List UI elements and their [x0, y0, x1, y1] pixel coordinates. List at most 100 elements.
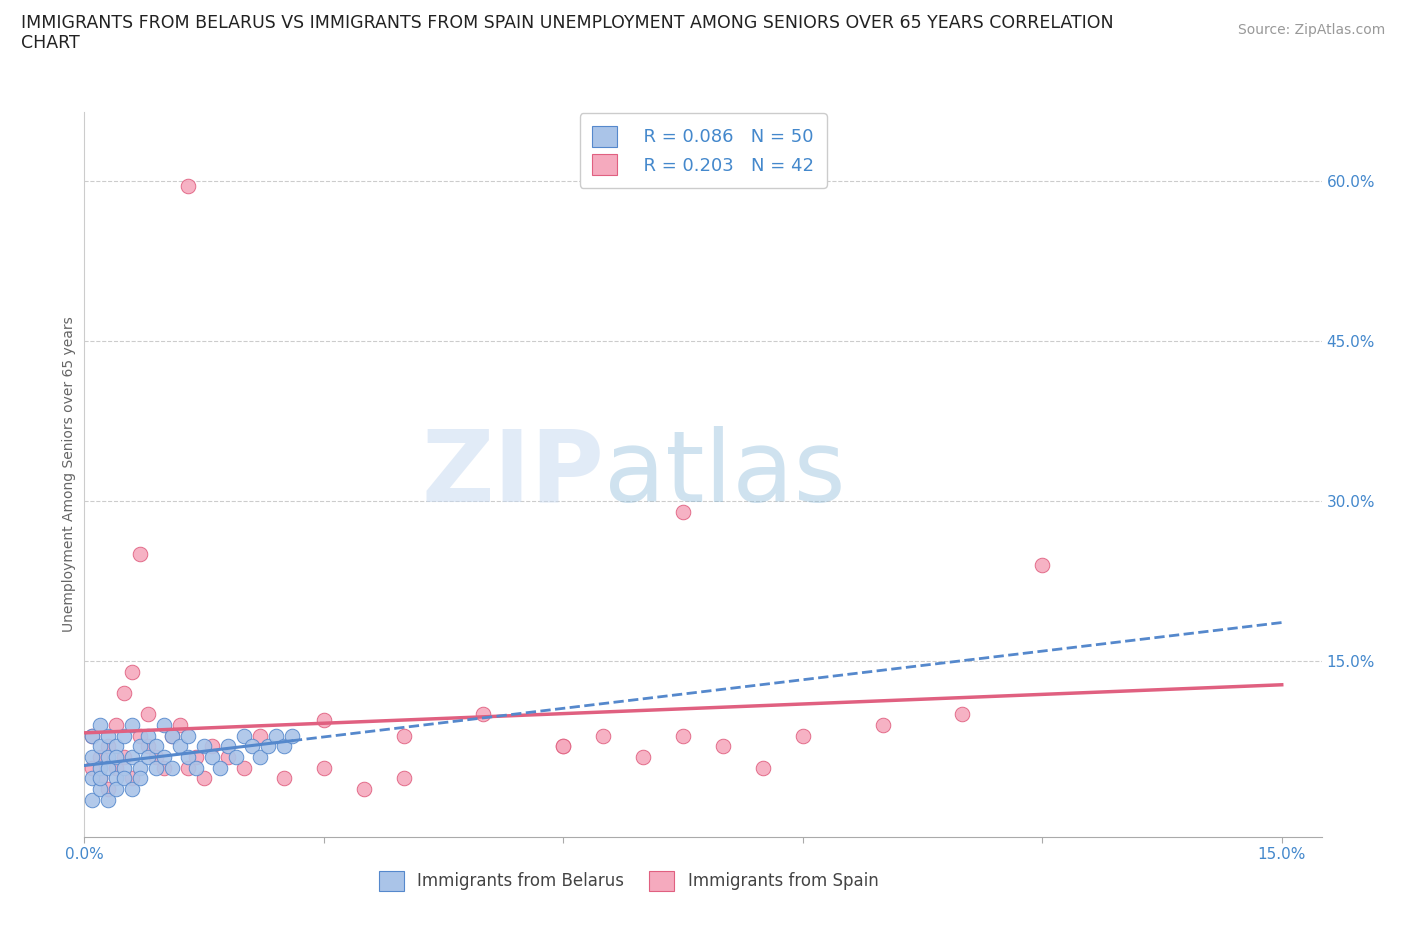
Text: ZIP: ZIP	[422, 426, 605, 523]
Point	[129, 760, 152, 775]
Point	[105, 750, 128, 764]
Point	[82, 728, 104, 743]
Legend: Immigrants from Belarus, Immigrants from Spain: Immigrants from Belarus, Immigrants from…	[373, 864, 886, 897]
Point	[217, 750, 239, 764]
Point	[169, 738, 191, 753]
Point	[121, 781, 143, 796]
Point	[553, 738, 575, 753]
Point	[249, 750, 271, 764]
Point	[273, 771, 295, 786]
Point	[136, 728, 159, 743]
Point	[209, 760, 232, 775]
Point	[82, 728, 104, 743]
Point	[153, 750, 176, 764]
Text: Source: ZipAtlas.com: Source: ZipAtlas.com	[1237, 23, 1385, 37]
Point	[145, 760, 167, 775]
Text: CHART: CHART	[21, 34, 80, 52]
Point	[264, 728, 287, 743]
Point	[792, 728, 814, 743]
Point	[631, 750, 654, 764]
Point	[129, 547, 152, 562]
Point	[472, 707, 495, 722]
Point	[89, 750, 111, 764]
Point	[392, 771, 415, 786]
Point	[97, 760, 120, 775]
Point	[97, 738, 120, 753]
Point	[160, 760, 183, 775]
Point	[160, 728, 183, 743]
Point	[97, 750, 120, 764]
Point	[225, 750, 247, 764]
Point	[121, 718, 143, 733]
Point	[89, 771, 111, 786]
Point	[233, 760, 256, 775]
Point	[82, 760, 104, 775]
Point	[672, 728, 695, 743]
Point	[129, 728, 152, 743]
Point	[257, 738, 280, 753]
Point	[872, 718, 894, 733]
Point	[177, 179, 200, 193]
Point	[169, 718, 191, 733]
Point	[153, 718, 176, 733]
Point	[105, 738, 128, 753]
Point	[353, 781, 375, 796]
Point	[201, 750, 224, 764]
Point	[217, 738, 239, 753]
Point	[82, 771, 104, 786]
Point	[145, 750, 167, 764]
Point	[592, 728, 614, 743]
Point	[105, 781, 128, 796]
Point	[97, 728, 120, 743]
Point	[177, 750, 200, 764]
Text: IMMIGRANTS FROM BELARUS VS IMMIGRANTS FROM SPAIN UNEMPLOYMENT AMONG SENIORS OVER: IMMIGRANTS FROM BELARUS VS IMMIGRANTS FR…	[21, 14, 1114, 32]
Point	[193, 771, 215, 786]
Point	[112, 771, 135, 786]
Point	[136, 750, 159, 764]
Point	[105, 760, 128, 775]
Point	[121, 771, 143, 786]
Point	[112, 685, 135, 700]
Point	[89, 738, 111, 753]
Point	[952, 707, 974, 722]
Point	[711, 738, 734, 753]
Point	[112, 728, 135, 743]
Text: atlas: atlas	[605, 426, 845, 523]
Point	[177, 728, 200, 743]
Point	[553, 738, 575, 753]
Point	[89, 718, 111, 733]
Point	[184, 760, 207, 775]
Point	[97, 792, 120, 807]
Point	[121, 664, 143, 679]
Point	[153, 760, 176, 775]
Point	[97, 781, 120, 796]
Point	[82, 750, 104, 764]
Point	[240, 738, 263, 753]
Point	[129, 738, 152, 753]
Point	[112, 760, 135, 775]
Point	[193, 738, 215, 753]
Point	[233, 728, 256, 743]
Point	[89, 760, 111, 775]
Point	[312, 760, 335, 775]
Point	[121, 750, 143, 764]
Point	[160, 728, 183, 743]
Point	[752, 760, 775, 775]
Point	[82, 792, 104, 807]
Point	[249, 728, 271, 743]
Point	[105, 718, 128, 733]
Point	[312, 712, 335, 727]
Point	[177, 760, 200, 775]
Point	[273, 738, 295, 753]
Point	[105, 771, 128, 786]
Point	[136, 707, 159, 722]
Point	[281, 728, 304, 743]
Point	[1031, 558, 1053, 573]
Point	[89, 771, 111, 786]
Point	[201, 738, 224, 753]
Point	[392, 728, 415, 743]
Point	[184, 750, 207, 764]
Y-axis label: Unemployment Among Seniors over 65 years: Unemployment Among Seniors over 65 years	[62, 316, 76, 632]
Point	[145, 738, 167, 753]
Point	[129, 771, 152, 786]
